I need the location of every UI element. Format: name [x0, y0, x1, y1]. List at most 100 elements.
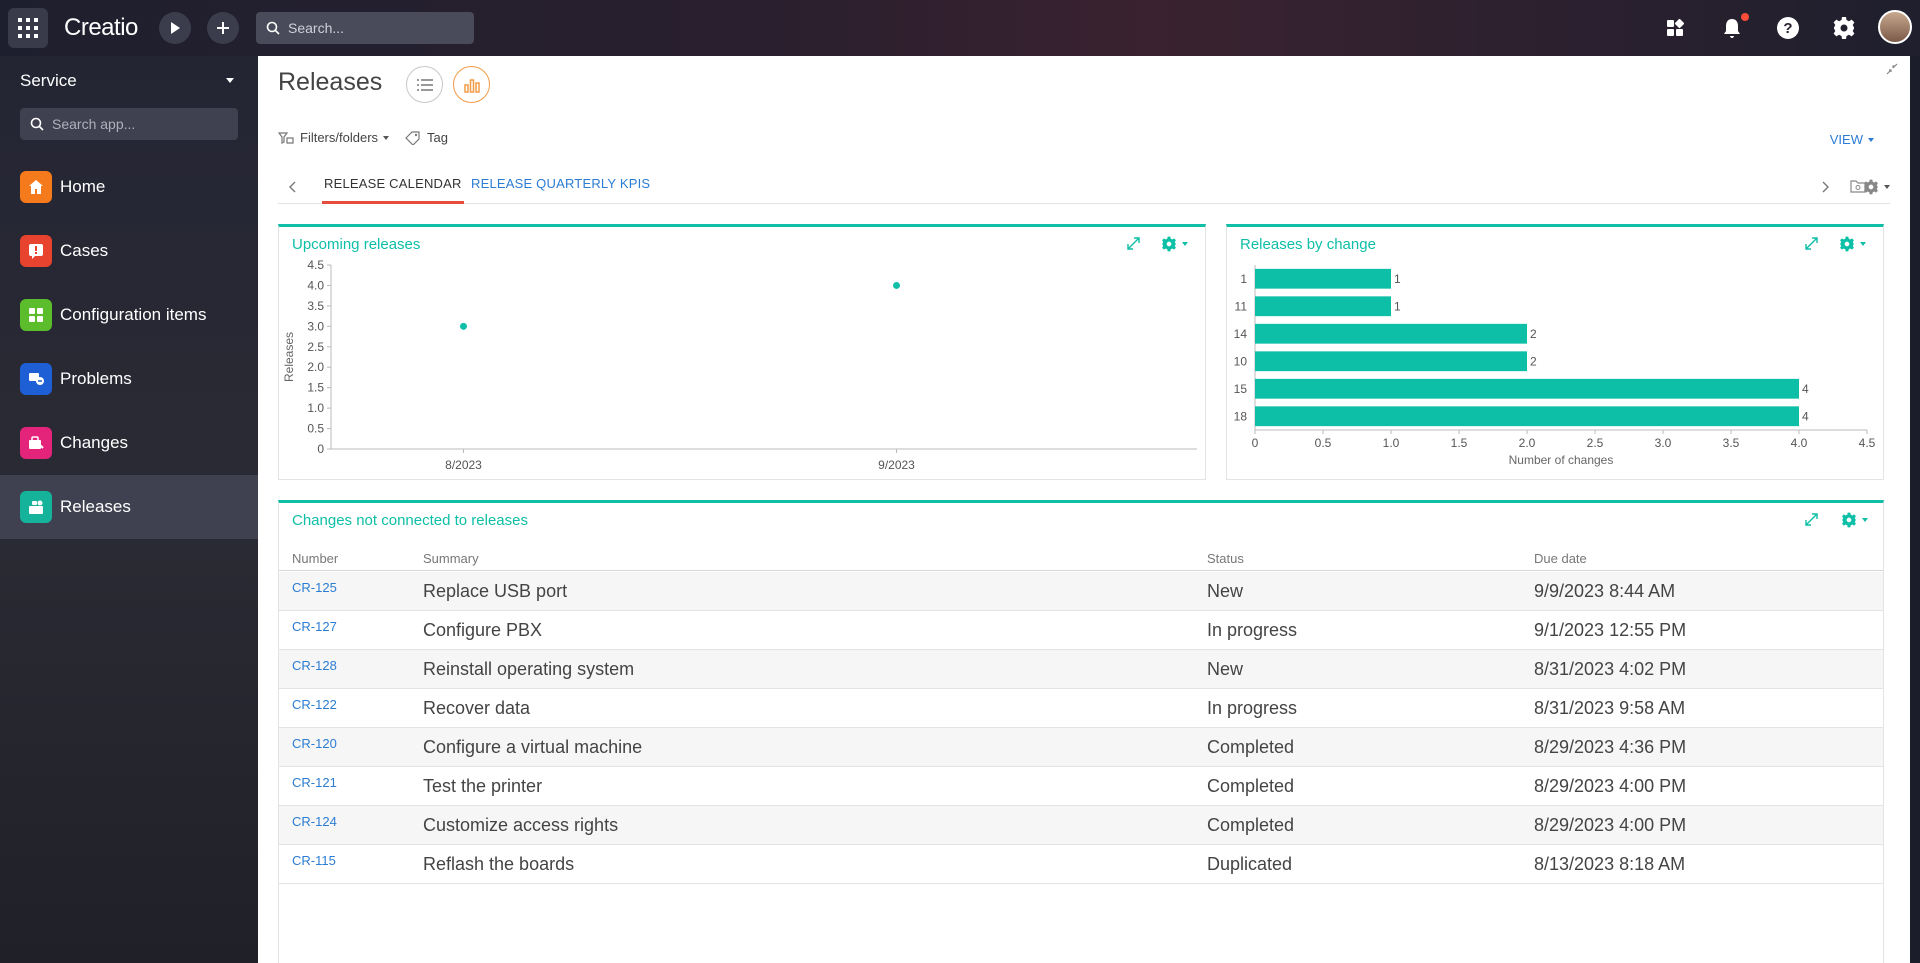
table-row[interactable]: CR-120 Configure a virtual machine Complet…	[279, 728, 1883, 767]
list-view-button[interactable]	[406, 66, 443, 103]
column-header-due-date[interactable]: Due date	[1534, 551, 1587, 566]
filters-folders-label: Filters/folders	[300, 130, 379, 145]
x-tick-label: 2.5	[1587, 436, 1604, 450]
y-tick-label: 2.5	[307, 340, 324, 354]
tab-release-quarterly-kpis[interactable]: RELEASE QUARTERLY KPIS	[471, 176, 651, 191]
widget-settings-button[interactable]	[1839, 236, 1866, 252]
gear-icon	[1833, 17, 1855, 39]
change-number-link[interactable]: CR-124	[292, 814, 337, 829]
dashboards-button[interactable]	[1659, 12, 1691, 44]
global-search-input[interactable]: Search...	[256, 12, 474, 44]
sidebar-item-releases[interactable]: Releases	[0, 475, 258, 539]
cell-status: New	[1207, 659, 1244, 679]
app-search-input[interactable]: Search app...	[20, 108, 238, 140]
x-tick-label: 3.0	[1655, 436, 1672, 450]
analytics-view-button[interactable]	[453, 66, 490, 103]
change-number-link[interactable]: CR-121	[292, 775, 337, 790]
widget-expand-button[interactable]	[1805, 513, 1818, 531]
add-record-button[interactable]	[207, 12, 239, 44]
bar	[1255, 323, 1527, 344]
svg-text:?: ?	[1783, 20, 1792, 37]
bar	[1255, 351, 1527, 372]
column-header-status[interactable]: Status	[1207, 551, 1244, 566]
grid-icon	[18, 18, 38, 38]
data-label: 2	[1530, 327, 1537, 341]
x-axis-title: Number of changes	[1509, 453, 1614, 467]
user-avatar[interactable]	[1878, 10, 1912, 44]
upcoming-releases-chart: 0 0.5 1.0 1.5 2.0 2.5 3.0 3.5 4.0 4.5 Releases 8/20…	[282, 258, 1197, 472]
x-tick-label: 9/2023	[878, 458, 915, 472]
app-search-placeholder: Search app...	[52, 116, 136, 132]
table-row[interactable]: CR-122 Recover data In progress 8/31/2023 9…	[279, 689, 1883, 728]
x-tick-label: 1.5	[1451, 436, 1468, 450]
widget-expand-button[interactable]	[1805, 237, 1818, 255]
system-settings-button[interactable]	[1828, 12, 1860, 44]
change-number-link[interactable]: CR-120	[292, 736, 337, 751]
tag-button[interactable]: Tag	[405, 130, 448, 145]
sidebar-item-label: Configuration items	[60, 305, 207, 324]
table-row[interactable]: CR-121 Test the printer Completed 8/29/2023…	[279, 767, 1883, 806]
run-process-button[interactable]	[159, 12, 191, 44]
cell-status: Completed	[1207, 776, 1295, 796]
cell-due: 9/9/2023 8:44 AM	[1534, 581, 1676, 601]
table-row[interactable]: CR-128 Reinstall operating system New 8/31/…	[279, 650, 1883, 689]
table-row[interactable]: CR-115 Reflash the boards Duplicated 8/13/2…	[279, 845, 1883, 884]
workspace-selector[interactable]: Service	[20, 71, 77, 90]
cell-summary: Configure a virtual machine	[423, 737, 643, 757]
column-header-summary[interactable]: Summary	[423, 551, 479, 566]
bell-icon	[1724, 19, 1740, 38]
column-header-number[interactable]: Number	[292, 551, 339, 566]
configuration-icon	[20, 299, 52, 331]
x-tick-label: 8/2023	[445, 458, 482, 472]
app-launcher-button[interactable]	[8, 8, 48, 48]
main-content: Releases Filters/folders Tag VIEW RELEAS…	[258, 56, 1910, 963]
cell-due: 8/13/2023 8:18 AM	[1534, 854, 1686, 874]
dashboard-tabs: RELEASE CALENDAR RELEASE QUARTERLY KPIS	[278, 176, 1890, 204]
cell-status: Duplicated	[1207, 854, 1293, 874]
sidebar-item-configuration-items[interactable]: Configuration items	[0, 283, 258, 347]
x-tick-label: 1.0	[1383, 436, 1400, 450]
widget-settings-button[interactable]	[1161, 236, 1188, 252]
cell-due: 9/1/2023 12:55 PM	[1534, 620, 1687, 640]
table-row[interactable]: CR-127 Configure PBX In progress 9/1/2023 1…	[279, 611, 1883, 650]
view-dropdown[interactable]: VIEW	[1830, 132, 1874, 147]
chevron-down-icon	[1862, 518, 1868, 522]
sidebar-item-changes[interactable]: Changes	[0, 411, 258, 475]
expand-icon	[1805, 237, 1818, 250]
notifications-button[interactable]	[1716, 12, 1748, 44]
sidebar-item-cases[interactable]: Cases	[0, 219, 258, 283]
help-icon: ?	[1777, 17, 1799, 39]
chevron-down-icon	[1884, 185, 1890, 189]
play-icon	[171, 22, 180, 34]
global-search-placeholder: Search...	[288, 20, 345, 36]
chevron-down-icon	[1182, 242, 1188, 246]
widget-expand-button[interactable]	[1127, 237, 1140, 255]
help-button[interactable]: ?	[1772, 12, 1804, 44]
widget-settings-button[interactable]	[1841, 512, 1868, 528]
fullscreen-toggle[interactable]	[1886, 62, 1898, 80]
y-tick-label: 4.5	[307, 258, 324, 272]
change-number-link[interactable]: CR-122	[292, 697, 337, 712]
creatio-logo[interactable]: Creatio	[64, 14, 138, 41]
tab-release-calendar[interactable]: RELEASE CALENDAR	[322, 176, 464, 204]
collapse-icon	[1886, 63, 1898, 75]
tabs-next-button[interactable]	[1820, 180, 1830, 199]
tabs-prev-button[interactable]	[288, 180, 298, 199]
cell-summary: Customize access rights	[423, 815, 619, 835]
bar-chart-icon	[463, 78, 480, 93]
change-number-link[interactable]: CR-127	[292, 619, 337, 634]
change-number-link[interactable]: CR-128	[292, 658, 337, 673]
filters-folders-dropdown[interactable]: Filters/folders	[278, 130, 390, 145]
data-label: 4	[1802, 382, 1809, 396]
sidebar-item-home[interactable]: Home	[0, 155, 258, 219]
table-row[interactable]: CR-124 Customize access rights Completed 8/…	[279, 806, 1883, 845]
cell-due: 8/31/2023 4:02 PM	[1534, 659, 1687, 679]
table-row[interactable]: CR-125 Replace USB port New 9/9/2023 8:44 A…	[279, 572, 1883, 611]
chevron-down-icon[interactable]	[226, 78, 234, 83]
dashboard-settings-button[interactable]	[1863, 179, 1890, 195]
sidebar-item-problems[interactable]: Problems	[0, 347, 258, 411]
change-number-link[interactable]: CR-115	[292, 853, 336, 868]
change-number-link[interactable]: CR-125	[292, 580, 337, 595]
list-icon	[416, 78, 433, 91]
cell-summary: Replace USB port	[423, 581, 568, 601]
